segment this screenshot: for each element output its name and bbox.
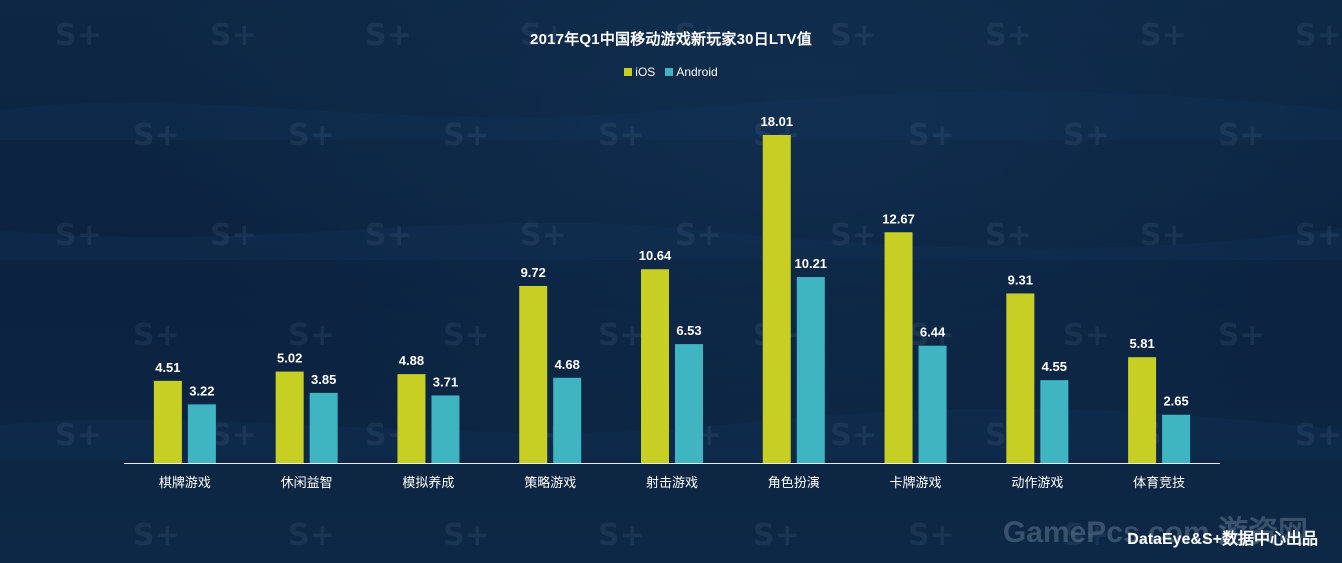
bar-ios-1[interactable] (275, 371, 304, 463)
background-wave (0, 222, 1342, 260)
data-label-android-7: 4.55 (1042, 359, 1067, 374)
legend-label-ios: iOS (635, 65, 656, 79)
bar-android-2[interactable] (431, 395, 460, 463)
bar-ios-4[interactable] (641, 269, 669, 463)
chart-legend: iOS Android (0, 65, 1342, 79)
legend-swatch-ios (624, 68, 633, 76)
category-label-2: 模拟养成 (402, 475, 454, 490)
legend-swatch-android (665, 68, 674, 76)
category-label-1: 休闲益智 (281, 475, 333, 490)
site-watermark: GamePcs.com 游资网 (1002, 516, 1308, 549)
bar-ios-8[interactable] (1128, 357, 1157, 463)
bar-android-7[interactable] (1040, 380, 1069, 463)
data-label-ios-1: 5.02 (277, 351, 302, 366)
legend-label-android: Android (676, 65, 718, 79)
bar-ios-7[interactable] (1006, 293, 1035, 463)
data-label-android-0: 3.22 (189, 383, 214, 398)
data-label-android-5: 10.21 (795, 256, 828, 271)
category-label-6: 卡牌游戏 (890, 475, 942, 490)
data-credit: DataEye&S+数据中心出品 (1127, 531, 1318, 548)
bar-ios-2[interactable] (397, 374, 426, 463)
bar-ios-6[interactable] (884, 232, 913, 463)
chart-title: 2017年Q1中国移动游戏新玩家30日LTV值 (530, 31, 812, 48)
data-label-ios-8: 5.81 (1129, 336, 1154, 351)
bar-android-5[interactable] (796, 277, 825, 463)
category-label-8: 体育竞技 (1133, 475, 1185, 490)
data-label-ios-6: 12.67 (882, 211, 915, 226)
data-label-ios-3: 9.72 (521, 265, 546, 280)
category-label-7: 动作游戏 (1011, 475, 1063, 490)
bar-android-4[interactable] (675, 344, 703, 463)
bar-android-3[interactable] (553, 377, 582, 463)
data-label-ios-2: 4.88 (399, 353, 424, 368)
bar-android-1[interactable] (309, 392, 338, 463)
data-label-ios-0: 4.51 (155, 360, 180, 375)
data-label-android-3: 4.68 (555, 357, 580, 372)
data-label-ios-7: 9.31 (1008, 272, 1033, 287)
category-label-3: 策略游戏 (524, 475, 576, 490)
data-label-android-6: 6.44 (920, 325, 946, 340)
bar-android-8[interactable] (1162, 414, 1191, 463)
data-label-android-8: 2.65 (1163, 394, 1188, 409)
bar-ios-5[interactable] (762, 135, 791, 463)
category-label-0: 棋牌游戏 (159, 475, 211, 490)
bar-ios-3[interactable] (519, 285, 548, 463)
data-label-android-1: 3.85 (311, 372, 336, 387)
bar-ios-0[interactable] (153, 380, 182, 463)
bar-android-0[interactable] (187, 404, 216, 463)
category-label-4: 射击游戏 (646, 475, 698, 490)
data-label-ios-4: 10.64 (639, 248, 672, 263)
legend-item-ios[interactable]: iOS (624, 65, 655, 79)
legend-item-android[interactable]: Android (665, 65, 718, 79)
category-label-5: 角色扮演 (768, 475, 820, 490)
bar-android-6[interactable] (918, 345, 947, 463)
data-label-ios-5: 18.01 (761, 114, 794, 129)
data-label-android-4: 6.53 (676, 323, 701, 338)
background-wave (0, 91, 1342, 140)
data-label-android-2: 3.71 (433, 374, 458, 389)
